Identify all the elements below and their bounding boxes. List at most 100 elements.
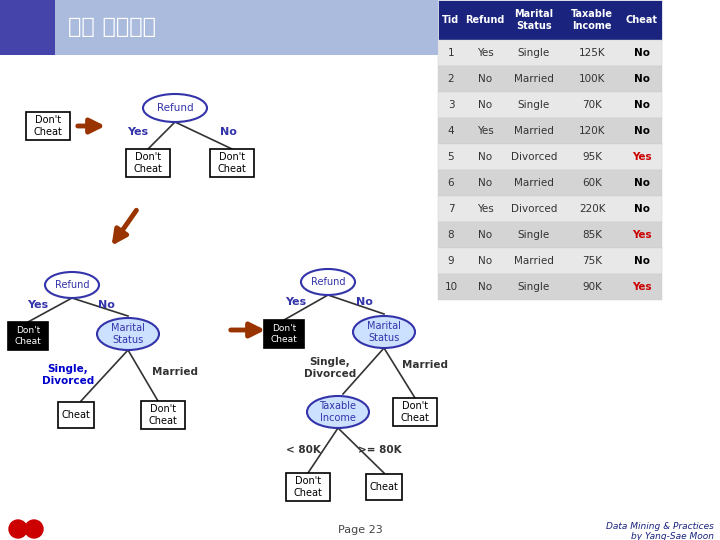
Bar: [0, 5, 440, 6]
Bar: [0, 40, 440, 41]
Text: Refund: Refund: [55, 280, 89, 290]
FancyBboxPatch shape: [210, 149, 254, 177]
Text: Cheat: Cheat: [62, 410, 91, 420]
Text: Taxable
Income: Taxable Income: [571, 9, 613, 31]
Text: Yes: Yes: [477, 126, 493, 136]
Bar: [0, 51, 440, 52]
Text: Married: Married: [402, 360, 448, 370]
Bar: [0, 1, 440, 2]
Bar: [0, 39, 440, 40]
Text: No: No: [478, 152, 492, 162]
Bar: [0, 42, 440, 43]
Circle shape: [25, 520, 43, 538]
Bar: [55, 0, 440, 55]
Bar: [0, 38, 440, 39]
Text: Yes: Yes: [27, 300, 48, 310]
Bar: [0, 32, 440, 33]
Text: No: No: [98, 300, 114, 310]
Text: Cheat: Cheat: [369, 482, 398, 492]
Text: No: No: [478, 282, 492, 292]
Text: >= 80K: >= 80K: [358, 445, 402, 455]
Text: Don't
Cheat: Don't Cheat: [14, 326, 41, 346]
Circle shape: [9, 520, 27, 538]
Text: Married: Married: [514, 74, 554, 84]
Bar: [0, 45, 440, 46]
Text: Marital
Status: Marital Status: [111, 323, 145, 345]
Bar: [0, 18, 440, 19]
Bar: [0, 55, 438, 540]
Bar: [438, 118, 662, 144]
Ellipse shape: [45, 272, 99, 298]
Text: 5: 5: [448, 152, 454, 162]
Bar: [438, 274, 662, 300]
Text: 85K: 85K: [582, 230, 602, 240]
Bar: [0, 47, 440, 48]
Text: Data Mining & Practices
by Yang-Sae Moon: Data Mining & Practices by Yang-Sae Moon: [606, 522, 714, 540]
Text: No: No: [356, 297, 372, 307]
Bar: [0, 6, 440, 7]
Text: Don't
Cheat: Don't Cheat: [34, 115, 63, 137]
Text: Yes: Yes: [477, 48, 493, 58]
Text: 220K: 220K: [579, 204, 606, 214]
FancyBboxPatch shape: [58, 402, 94, 428]
Text: 75K: 75K: [582, 256, 602, 266]
Text: Yes: Yes: [632, 230, 652, 240]
Text: 100K: 100K: [579, 74, 606, 84]
Ellipse shape: [353, 316, 415, 348]
Bar: [0, 54, 440, 55]
Text: Don't
Cheat: Don't Cheat: [134, 152, 163, 174]
Ellipse shape: [97, 318, 159, 350]
Text: Marital
Status: Marital Status: [514, 9, 554, 31]
Bar: [0, 35, 440, 36]
Text: 4: 4: [448, 126, 454, 136]
Text: 헌트 알고리즘: 헌트 알고리즘: [68, 17, 156, 37]
Text: Marital
Status: Marital Status: [367, 321, 401, 343]
Text: No: No: [634, 204, 650, 214]
Text: Page 23: Page 23: [338, 525, 382, 535]
Bar: [0, 36, 440, 37]
Bar: [0, 3, 440, 4]
Ellipse shape: [301, 269, 355, 295]
Bar: [0, 19, 440, 20]
Bar: [0, 49, 440, 50]
Bar: [0, 21, 440, 22]
Text: 3: 3: [448, 100, 454, 110]
Text: Yes: Yes: [127, 127, 148, 137]
Text: 9: 9: [448, 256, 454, 266]
Text: Refund: Refund: [465, 15, 505, 25]
Text: Taxable
Income: Taxable Income: [320, 401, 356, 423]
Bar: [0, 17, 440, 18]
Bar: [0, 34, 440, 35]
Text: 70K: 70K: [582, 100, 602, 110]
Text: Refund: Refund: [157, 103, 193, 113]
Bar: [0, 520, 720, 540]
Bar: [0, 50, 440, 51]
Bar: [0, 28, 440, 29]
Text: Don't
Cheat: Don't Cheat: [217, 152, 246, 174]
Text: Married: Married: [514, 178, 554, 188]
Text: Yes: Yes: [477, 204, 493, 214]
Bar: [0, 26, 440, 27]
FancyBboxPatch shape: [26, 112, 70, 140]
FancyBboxPatch shape: [264, 320, 304, 348]
Text: Single: Single: [518, 230, 550, 240]
Bar: [0, 9, 440, 10]
Bar: [0, 12, 440, 13]
Bar: [0, 48, 440, 49]
Bar: [0, 23, 440, 24]
Bar: [0, 15, 440, 16]
Text: Married: Married: [152, 367, 198, 377]
Text: Cheat: Cheat: [626, 15, 658, 25]
Text: Single: Single: [518, 48, 550, 58]
Bar: [0, 41, 440, 42]
Bar: [0, 20, 440, 21]
Text: Yes: Yes: [632, 282, 652, 292]
Text: No: No: [220, 127, 236, 137]
Bar: [438, 0, 662, 40]
Bar: [0, 11, 440, 12]
Text: No: No: [634, 178, 650, 188]
Text: 8: 8: [448, 230, 454, 240]
Text: No: No: [634, 256, 650, 266]
Text: Divorced: Divorced: [510, 204, 557, 214]
Text: 90K: 90K: [582, 282, 602, 292]
